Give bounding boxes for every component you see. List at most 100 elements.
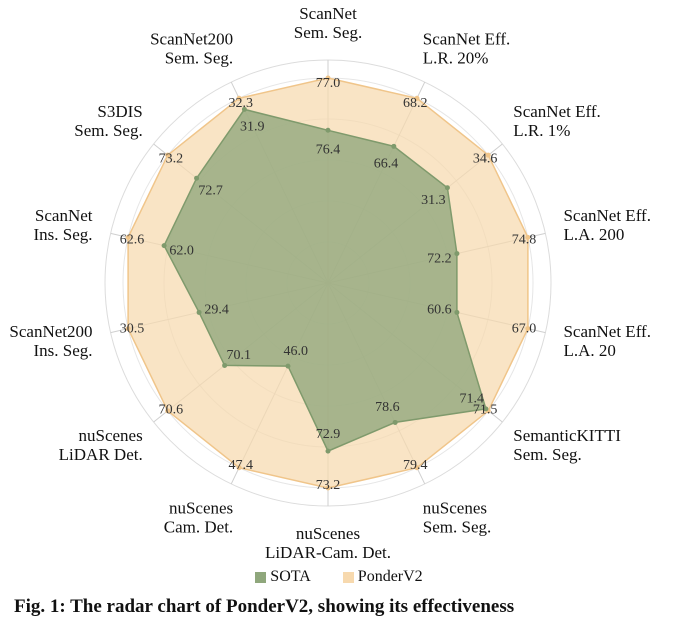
axis-label: ScanNet Ins. Seg.: [33, 206, 92, 244]
axis-label: ScanNet Eff. L.A. 20: [563, 322, 651, 360]
axis-label: ScanNet Eff. L.R. 20%: [423, 30, 511, 68]
value-label-ponderv2: 67.0: [512, 322, 537, 337]
axis-label-line: nuScenes: [423, 498, 487, 517]
value-label-ponderv2: 68.2: [403, 96, 428, 111]
legend-swatch-sota: [255, 571, 267, 583]
legend-swatch-ponderv2: [342, 571, 354, 583]
value-label-sota: 72.9: [316, 427, 341, 442]
data-point-sota: [285, 363, 291, 369]
value-label-ponderv2: 32.3: [229, 96, 254, 111]
value-label-ponderv2: 79.4: [403, 458, 428, 473]
axis-label-line: Sem. Seg.: [513, 445, 581, 464]
axis-label: ScanNet Eff. L.A. 200: [563, 206, 651, 244]
data-point-sota: [444, 185, 450, 191]
figure-caption: Fig. 1: The radar chart of PonderV2, sho…: [14, 596, 515, 617]
axis-label: SemanticKITTI Sem. Seg.: [513, 426, 621, 464]
value-label-ponderv2: 73.2: [316, 478, 341, 493]
axis-label-line: L.A. 200: [563, 225, 624, 244]
legend-item-ponderv2: PonderV2: [342, 568, 423, 586]
data-point-ponderv2: [165, 408, 171, 414]
axis-label-line: nuScenes: [296, 524, 360, 543]
axis-label-line: Ins. Seg.: [33, 341, 92, 360]
value-label-sota: 60.6: [427, 302, 452, 317]
axis-label-line: ScanNet Eff.: [563, 206, 651, 225]
data-point-sota: [325, 127, 331, 133]
chart-legend: SOTA PonderV2: [0, 568, 678, 586]
axis-label: S3DIS Sem. Seg.: [74, 102, 142, 140]
legend-label-ponderv2: PonderV2: [357, 568, 423, 585]
value-label-sota: 71.4: [460, 392, 485, 407]
axis-label-line: LiDAR-Cam. Det.: [265, 543, 391, 560]
axis-label-line: L.A. 20: [563, 341, 615, 360]
axis-label-line: ScanNet: [35, 206, 93, 225]
value-label-sota: 31.3: [421, 193, 446, 208]
axis-label-line: nuScenes: [169, 498, 233, 517]
axis-label-line: Sem. Seg.: [165, 49, 233, 68]
value-label-sota: 70.1: [226, 348, 251, 363]
data-point-ponderv2: [165, 152, 171, 158]
value-label-ponderv2: 62.6: [120, 232, 145, 247]
value-label-ponderv2: 30.5: [120, 322, 145, 337]
axis-label-line: ScanNet200: [150, 30, 233, 49]
radar-series: [125, 75, 531, 491]
axis-label: nuScenes Cam. Det.: [164, 498, 233, 536]
axis-label-line: Sem. Seg.: [74, 121, 142, 140]
axis-label-line: L.R. 1%: [513, 121, 570, 140]
value-label-sota: 62.0: [169, 244, 194, 259]
data-point-ponderv2: [236, 95, 242, 101]
value-label-sota: 31.9: [240, 120, 265, 135]
data-point-ponderv2: [125, 234, 131, 240]
axis-label: nuScenes Sem. Seg.: [423, 498, 491, 536]
radar-labels: 76.4 66.4 31.3 72.2 60.6 71.4 78.6 72.9 46.0 70.1…: [9, 4, 651, 560]
axis-label-line: ScanNet Eff.: [423, 30, 511, 49]
legend-label-sota: SOTA: [270, 568, 311, 585]
axis-label-line: ScanNet200: [9, 322, 92, 341]
value-label-sota: 46.0: [284, 344, 309, 359]
value-label-ponderv2: 70.6: [159, 402, 184, 417]
data-point-sota: [325, 448, 331, 454]
axis-label: nuScenes LiDAR-Cam. Det.: [265, 524, 391, 560]
axis-label-line: ScanNet Eff.: [563, 322, 651, 341]
data-point-ponderv2: [236, 465, 242, 471]
data-point-sota: [391, 143, 397, 149]
axis-label-line: S3DIS: [97, 102, 142, 121]
data-point-sota: [392, 419, 398, 425]
data-point-sota: [454, 309, 460, 315]
axis-label: nuScenes LiDAR Det.: [59, 426, 143, 464]
data-point-ponderv2: [325, 75, 331, 81]
value-label-ponderv2: 47.4: [229, 458, 254, 473]
value-label-ponderv2: 74.8: [512, 232, 537, 247]
value-label-sota: 76.4: [316, 142, 341, 157]
data-point-sota: [222, 362, 228, 368]
axis-label: ScanNet Sem. Seg.: [294, 4, 362, 42]
value-label-ponderv2: 34.6: [473, 152, 498, 167]
data-point-sota: [161, 243, 167, 249]
radar-chart: 76.4 66.4 31.3 72.2 60.6 71.4 78.6 72.9 46.0 70.1…: [9, 4, 651, 560]
data-point-ponderv2: [325, 485, 331, 491]
value-label-sota: 78.6: [375, 400, 400, 415]
axis-label-line: LiDAR Det.: [59, 445, 143, 464]
data-point-ponderv2: [414, 95, 420, 101]
axis-label-line: SemanticKITTI: [513, 426, 621, 445]
data-point-ponderv2: [525, 326, 531, 332]
axis-label-line: Sem. Seg.: [423, 517, 491, 536]
axis-label: ScanNet200 Ins. Seg.: [9, 322, 92, 360]
data-point-ponderv2: [525, 234, 531, 240]
value-label-sota: 66.4: [374, 157, 399, 172]
axis-label-line: Cam. Det.: [164, 517, 233, 536]
axis-label-line: ScanNet: [299, 4, 357, 23]
axis-label-line: Ins. Seg.: [33, 225, 92, 244]
value-label-ponderv2: 73.2: [159, 152, 184, 167]
data-point-ponderv2: [125, 326, 131, 332]
value-label-sota: 29.4: [204, 302, 229, 317]
data-point-ponderv2: [485, 152, 491, 158]
value-label-ponderv2: 77.0: [316, 76, 341, 91]
legend-item-sota: SOTA: [255, 568, 311, 586]
axis-label: ScanNet Eff. L.R. 1%: [513, 102, 601, 140]
data-point-sota: [241, 106, 247, 112]
data-point-sota: [454, 251, 460, 257]
value-label-ponderv2: 71.5: [473, 402, 498, 417]
data-point-sota: [194, 175, 200, 181]
value-label-sota: 72.2: [427, 252, 452, 267]
data-point-sota: [196, 309, 202, 315]
